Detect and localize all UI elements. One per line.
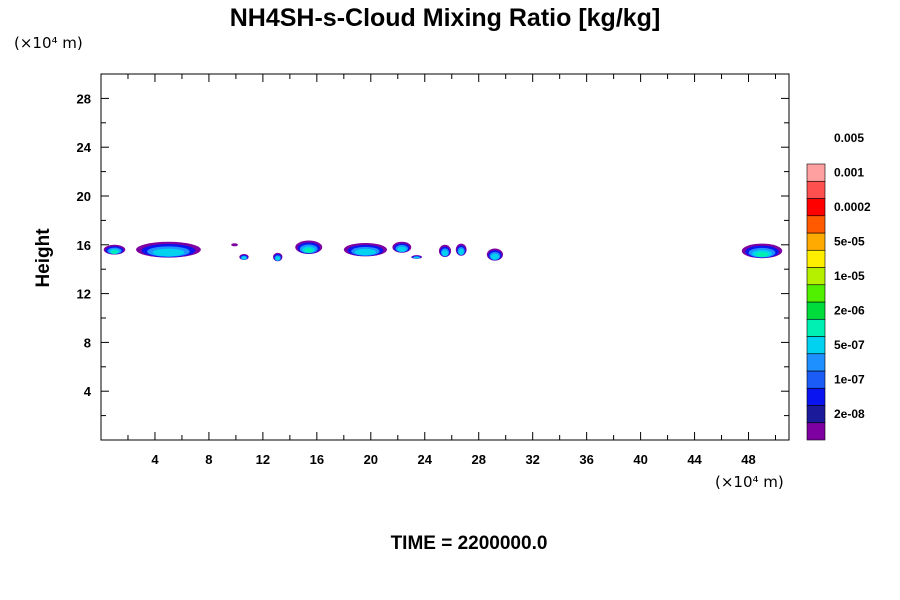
time-label: TIME = 2200000.0 xyxy=(391,533,548,554)
colorbar-swatch xyxy=(806,405,826,424)
colorbar-swatch xyxy=(806,301,826,320)
cloud-level xyxy=(354,248,376,256)
cloud-feature xyxy=(273,252,283,262)
x-tick-label: 40 xyxy=(633,452,647,467)
x-tick-label: 16 xyxy=(310,452,324,467)
colorbar-swatch xyxy=(806,232,826,251)
y-axis-label: Height xyxy=(33,228,54,288)
cloud-feature xyxy=(295,240,323,254)
cloud-feature xyxy=(411,255,423,259)
y-tick-label: 8 xyxy=(84,335,91,350)
cloud-feature xyxy=(455,243,467,256)
cloud-level xyxy=(397,246,407,252)
y-tick-label: 20 xyxy=(77,189,91,204)
colorbar-tick-label: 1e-07 xyxy=(834,373,865,387)
y-tick-label: 24 xyxy=(77,140,92,155)
cloud-level xyxy=(304,248,314,253)
x-tick-label: 8 xyxy=(205,452,212,467)
cloud-level xyxy=(755,251,769,257)
x-tick-label: 32 xyxy=(525,452,539,467)
cloud-level xyxy=(111,250,118,254)
colorbar-swatch xyxy=(806,318,826,337)
y-axis-unit: (×10⁴ m) xyxy=(14,34,83,52)
cloud-feature xyxy=(239,253,249,261)
colorbar-tick-label: 5e-07 xyxy=(834,338,865,352)
y-tick-label: 12 xyxy=(77,287,91,302)
cloud-feature xyxy=(343,242,387,257)
cloud-level xyxy=(458,248,464,255)
colorbar-swatch xyxy=(806,387,826,406)
cloud-feature xyxy=(231,243,238,247)
cloud-feature xyxy=(438,244,452,257)
plot-frame xyxy=(100,73,790,441)
y-tick-label: 28 xyxy=(77,91,91,106)
cloud-feature xyxy=(136,241,201,258)
cloud-level xyxy=(275,256,281,261)
cloud-level xyxy=(414,256,420,259)
colorbar-swatch xyxy=(806,336,826,355)
colorbar-swatch xyxy=(806,180,826,199)
x-tick-label: 28 xyxy=(471,452,485,467)
x-tick-label: 20 xyxy=(364,452,378,467)
cloud-feature xyxy=(741,243,783,259)
colorbar-tick-label: 2e-08 xyxy=(834,407,865,421)
cloud-feature xyxy=(486,248,504,261)
colorbar-swatch xyxy=(806,249,826,268)
colorbar-swatch xyxy=(806,422,826,441)
colorbar-swatch xyxy=(806,163,826,182)
cloud-level xyxy=(490,253,499,260)
colorbar-tick-label: 2e-06 xyxy=(834,304,865,318)
x-tick-label: 48 xyxy=(741,452,755,467)
colorbar-tick-label: 1e-05 xyxy=(834,269,865,283)
colorbar-tick-label: 0.001 xyxy=(834,166,864,180)
colorbar-swatch xyxy=(806,284,826,303)
colorbar: 2e-08 1e-07 5e-07 2e-06 1e-05 5e-05 0.0002 0.00… xyxy=(806,131,871,441)
y-tick-label: 4 xyxy=(84,384,92,399)
x-tick-label: 12 xyxy=(256,452,270,467)
x-tick-label: 44 xyxy=(687,452,702,467)
x-tick-label: 36 xyxy=(579,452,593,467)
cloud-level xyxy=(241,256,247,260)
cloud-level xyxy=(152,248,185,257)
colorbar-swatch xyxy=(806,353,826,372)
colorbar-swatch xyxy=(806,370,826,389)
x-tick-label: 4 xyxy=(151,452,159,467)
chart-title: NH4SH-s-Cloud Mixing Ratio [kg/kg] xyxy=(230,4,661,32)
cloud-feature xyxy=(103,244,126,255)
cloud-level xyxy=(442,250,448,257)
x-tick-label: 24 xyxy=(418,452,433,467)
colorbar-tick-label: 0.005 xyxy=(834,131,864,145)
colorbar-swatch xyxy=(806,215,826,234)
cloud-level xyxy=(231,243,238,247)
x-axis-unit: (×10⁴ m) xyxy=(715,473,784,491)
colorbar-swatch xyxy=(806,267,826,286)
colorbar-tick-label: 0.0002 xyxy=(834,200,871,214)
colorbar-tick-label: 5e-05 xyxy=(834,235,865,249)
colorbar-swatch xyxy=(806,198,826,217)
cloud-feature xyxy=(392,241,412,253)
y-tick-label: 16 xyxy=(77,238,91,253)
